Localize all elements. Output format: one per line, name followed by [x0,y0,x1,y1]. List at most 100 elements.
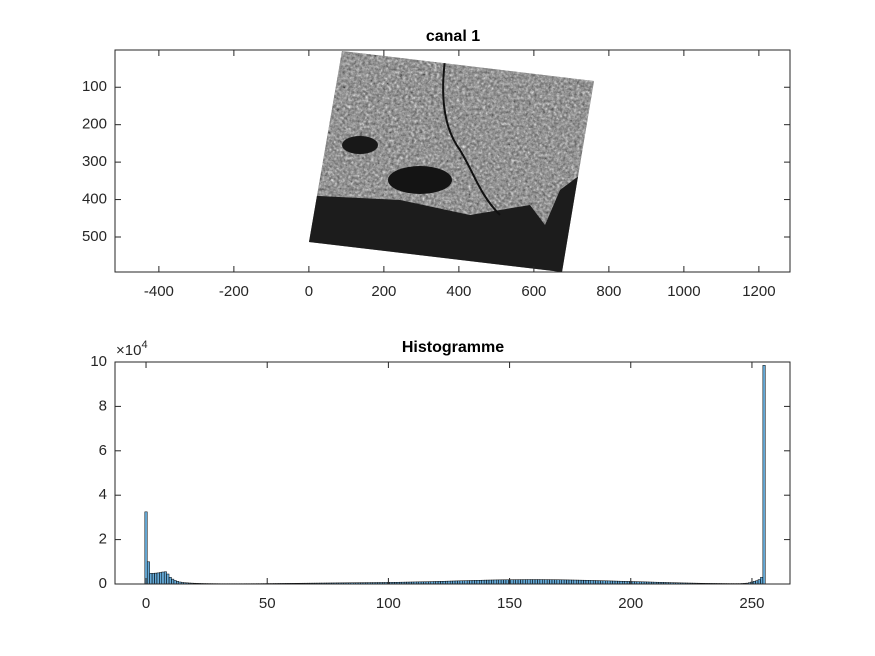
histogram-bar [476,580,480,585]
histogram-bar [500,579,504,585]
histogram-bar [542,579,545,585]
x-tick-label: 1000 [667,283,700,300]
histogram-bar [520,579,524,585]
histogram-bar [146,561,150,585]
x-tick-label: -400 [144,283,174,300]
histogram-bar [551,579,555,585]
y-multiplier: ×104 [116,339,148,359]
histogram-bar [568,579,572,585]
histogram-bar [151,573,155,585]
histogram-bar [554,579,558,585]
x-tick-label: 200 [618,595,643,612]
histogram-bar [471,580,475,585]
histogram-bar [522,579,526,585]
x-tick-label: -200 [219,283,249,300]
y-tick-label: 300 [82,153,107,170]
y-tick-label: 2 [99,531,107,548]
histogram-bar [486,579,490,585]
x-tick-label: 800 [596,283,621,300]
histogram-bar [149,573,153,585]
histogram-bar [539,579,543,585]
multiplier-base: ×10 [116,342,141,359]
histogram-bar [505,579,509,585]
y-tick-label: 100 [82,78,107,95]
x-tick-label: 600 [521,283,546,300]
histogram-bar [161,571,165,585]
histogram-bar [483,579,487,585]
histogram-bar [163,571,167,585]
histogram-bar [537,579,541,585]
histogram-bar [563,579,567,585]
histogram-bar [583,579,587,585]
y-tick-label: 200 [82,116,107,133]
x-tick-label: 50 [259,595,276,612]
histogram-bar [571,579,575,585]
histogram-bar [578,579,582,585]
histogram-bar [159,572,163,585]
histogram-bar [595,580,599,585]
x-tick-label: 0 [142,595,150,612]
histogram-bar [510,579,514,585]
histogram-bar [762,365,766,585]
histogram-bar [168,577,172,585]
histogram-bar [534,579,538,585]
x-tick-label: 1200 [742,283,775,300]
histogram-bar [588,580,592,585]
histogram-bar [757,579,761,585]
y-tick-label: 6 [99,442,107,459]
histogram-bar [491,579,495,585]
histogram-bar [171,578,175,585]
histogram-bar [474,580,478,585]
x-tick-label: 0 [305,283,313,300]
x-tick-label: 400 [446,283,471,300]
histogram-bar [493,579,497,585]
histogram-bar [556,579,560,585]
histogram-bar [481,579,485,585]
histogram-bar [464,580,468,585]
histogram-bar [575,579,579,585]
histogram-bar [566,579,570,585]
histogram-bar [561,579,565,585]
histogram-bar [479,579,482,585]
histogram-bar [154,572,158,585]
y-tick-label: 8 [99,397,107,414]
y-tick-label: 500 [82,228,107,245]
histogram-bar [144,511,148,585]
histogram-bar [559,579,562,585]
histogram-bar [590,580,594,585]
x-tick-label: 200 [371,283,396,300]
histogram-bar [512,579,516,585]
histogram-bar [166,573,170,585]
y-tick-label: 10 [90,353,107,370]
histogram-bar [532,579,536,585]
histogram-bar [466,580,470,585]
histogram-bar [529,579,533,585]
histogram-bar [525,579,529,585]
histogram-bar [760,577,764,585]
histogram-bar [573,579,577,585]
histogram-bar [527,579,531,585]
multiplier-exponent: 4 [141,339,147,351]
histogram-bar [488,579,492,585]
histogram-bar [517,579,521,585]
histogram-bar [549,579,553,585]
histogram-bar [469,580,473,585]
x-tick-label: 100 [376,595,401,612]
histogram-bar [597,580,601,585]
histogram-bar [495,579,499,585]
histogram-bar [585,580,589,585]
histogram-bar [498,579,502,585]
chart-title: canal 1 [426,28,480,45]
y-tick-label: 400 [82,191,107,208]
histogram-bar [546,579,550,585]
chart-title: Histogramme [402,339,504,356]
x-tick-label: 250 [739,595,764,612]
axes-box [114,49,791,273]
histogram-bar [544,579,548,585]
satellite-image [309,51,594,272]
histogram-bar [515,579,519,585]
histogram-bar [580,579,584,585]
histogram-bar [173,580,177,585]
y-tick-label: 0 [99,575,107,592]
